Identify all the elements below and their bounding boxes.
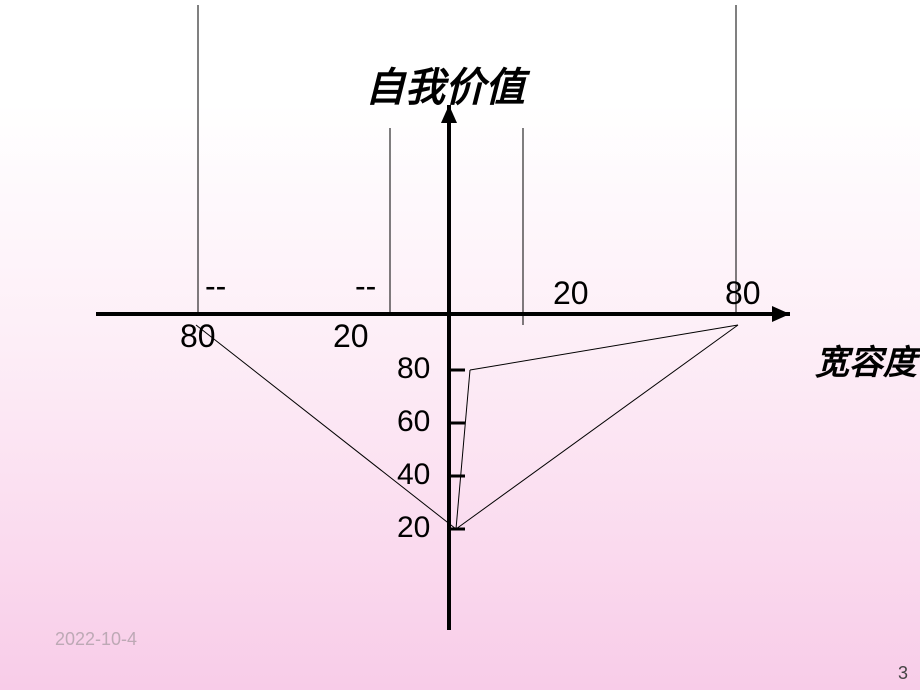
y-axis-line	[447, 105, 451, 630]
v-line-3	[470, 325, 738, 370]
xtick-80: 80	[725, 275, 761, 312]
x-axis-line	[96, 312, 790, 316]
xtick-20: 20	[553, 275, 589, 312]
y-axis-label: 自我价值	[365, 55, 525, 113]
ytick-label-40: 40	[397, 458, 430, 492]
ytick-label-60: 60	[397, 405, 430, 439]
xtick-neg80-top: --	[205, 268, 226, 305]
v-line-2	[456, 370, 470, 529]
xtick-neg80-bottom: 80	[180, 318, 216, 355]
footer-date: 2022-10-4	[55, 629, 137, 650]
xtick-neg20-top: --	[355, 268, 376, 305]
x-axis-label: 宽容度	[815, 335, 917, 384]
v-line-4	[456, 325, 738, 529]
footer-page-number: 3	[898, 663, 908, 684]
ytick-label-20: 20	[397, 511, 430, 545]
ytick-label-80: 80	[397, 352, 430, 386]
xtick-neg20-bottom: 20	[333, 318, 369, 355]
